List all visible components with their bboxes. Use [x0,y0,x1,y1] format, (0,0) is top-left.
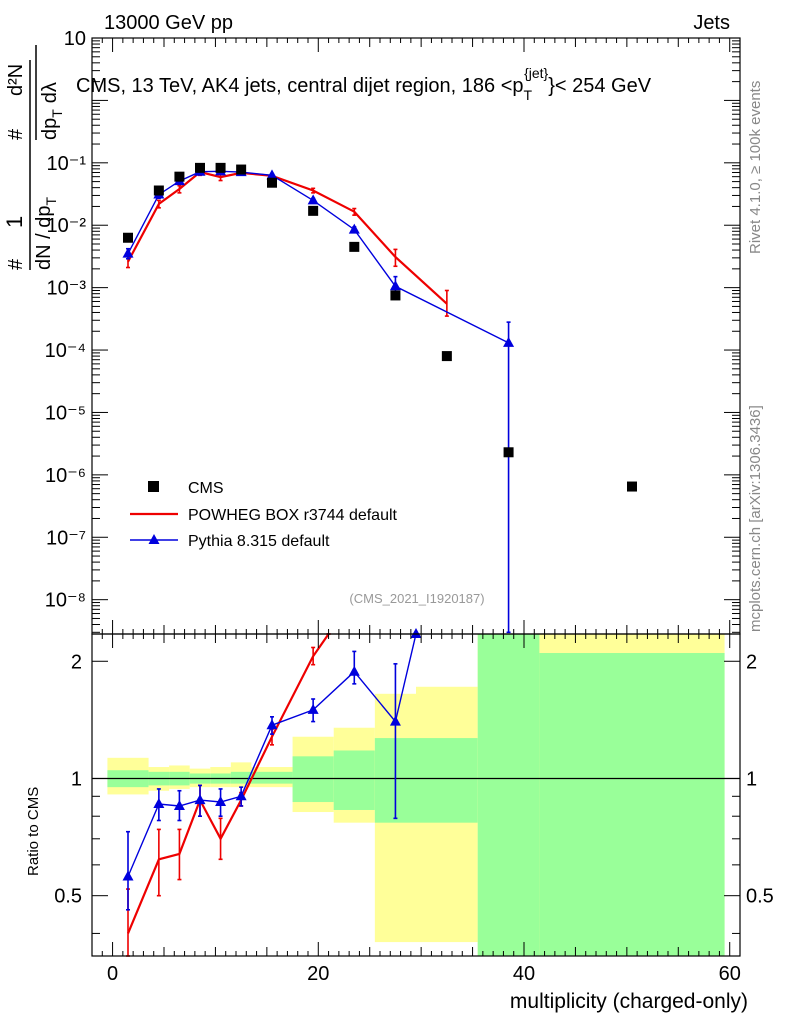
ratio-y-tick-label-right: 0.5 [746,886,774,908]
legend-label: POWHEG BOX r3744 default [188,507,398,524]
axes: 0 20 40 60 10 10⁻¹ 10⁻² 10⁻³ 10⁻⁴ 10⁻⁵ 10⁻⁶ 10⁻⁷ 10⁻… [45,28,774,985]
pythia-ratio-point [348,665,360,676]
cms-point [308,205,319,216]
cms-point [441,351,452,362]
pythia-point [503,336,515,347]
pythia-ratio-point [194,794,206,805]
legend-cms-marker [148,481,159,492]
pythia-ratio-point [307,703,319,714]
ratio-y-tick-label-left: 0.5 [54,886,82,908]
main-y-tick-label: 10⁻² [47,215,87,237]
cms-point [153,185,164,196]
legend: CMS POWHEG BOX r3744 default Pythia 8.315 … [130,480,398,550]
cms-point [215,162,226,173]
cms-point [390,290,401,301]
cms-point [174,171,185,182]
pythia-line [127,170,509,344]
cms-point [236,164,247,175]
process-label: Jets [693,12,730,34]
ylabel-denominator: dN / dpT [33,197,59,270]
x-tick-label: 0 [107,963,118,985]
inner-band-bin [292,756,334,803]
legend-label: CMS [188,480,224,497]
inner-band-bin [333,750,375,810]
pythia-ratio-point [122,870,134,881]
ratio-y-tick-label-left: 2 [71,651,82,673]
main-y-tick-label: 10⁻⁴ [45,340,86,362]
main-y-tick-label: 10⁻⁸ [45,590,86,612]
pythia-ratio-point [173,799,185,810]
pythia-ratio-point [266,719,278,730]
pythia-point [266,169,278,180]
ratio-frame [91,633,741,957]
main-series [122,162,637,634]
pythia-ratio-point [410,628,422,638]
cms-point [195,162,205,173]
mcplots-label: mcplots.cern.ch [arXiv:1306.3436] [747,405,764,632]
x-tick-label: 40 [513,963,535,985]
xlabel: multiplicity (charged-only) [510,990,748,1013]
main-y-tick-label: 10⁻⁶ [45,465,86,487]
inner-band-bin [230,771,252,784]
main-y-tick-label: 10⁻⁷ [46,527,86,549]
x-tick-label: 20 [307,963,329,985]
x-tick-label: 60 [719,963,741,985]
pythia-point [122,247,134,258]
ylabel-dpt-dlambda: dpTdλ [39,82,65,140]
legend-label: Pythia 8.315 default [188,533,330,550]
rivet-label: Rivet 4.1.0, ≥ 100k events [747,81,764,254]
cms-point [123,232,133,243]
inner-band-bin [416,738,478,823]
pythia-ratio-point [235,790,247,801]
ylabel-d2n: d²N [5,64,27,96]
powheg-line [127,170,448,305]
ratio-series [122,628,422,957]
cms-point [627,481,637,492]
ratio-y-tick-label-left: 1 [71,768,82,790]
legend-pythia-marker [148,534,160,544]
pythia-point [307,194,319,205]
energy-label: 13000 GeV pp [104,12,233,34]
main-y-tick-label: 10⁻¹ [47,153,87,175]
pythia-point [389,280,401,291]
ylabel-hash-2: # [5,128,27,140]
pythia-point [348,223,360,234]
pythia-ratio-point [153,797,165,808]
analysis-tag: (CMS_2021_I1920187) [349,591,484,606]
cms-point [503,447,514,458]
main-y-tick-label: 10 [64,28,86,50]
inner-band-bin [539,653,725,956]
ratio-y-tick-label-right: 2 [746,651,757,673]
pythia-ratio-point [389,715,401,726]
ratio-ylabel: Ratio to CMS [25,787,42,876]
main-y-tick-label: 10⁻³ [47,278,87,300]
ylabel-hash-1: # [5,258,27,270]
subtitle: CMS, 13 TeV, AK4 jets, central dijet reg… [76,65,652,103]
ratio-y-tick-label-right: 1 [746,768,757,790]
cms-point [267,177,277,188]
main-y-tick-label: 10⁻⁵ [45,402,86,424]
ylabel-one: 1 [2,216,27,228]
pythia-ratio-point [215,796,227,807]
cms-point [349,241,360,252]
inner-band-bin [477,634,540,956]
main-ylabel: # 1 dN / dpT # d²N dpTdλ [2,45,65,270]
inner-band-bin [251,771,293,784]
